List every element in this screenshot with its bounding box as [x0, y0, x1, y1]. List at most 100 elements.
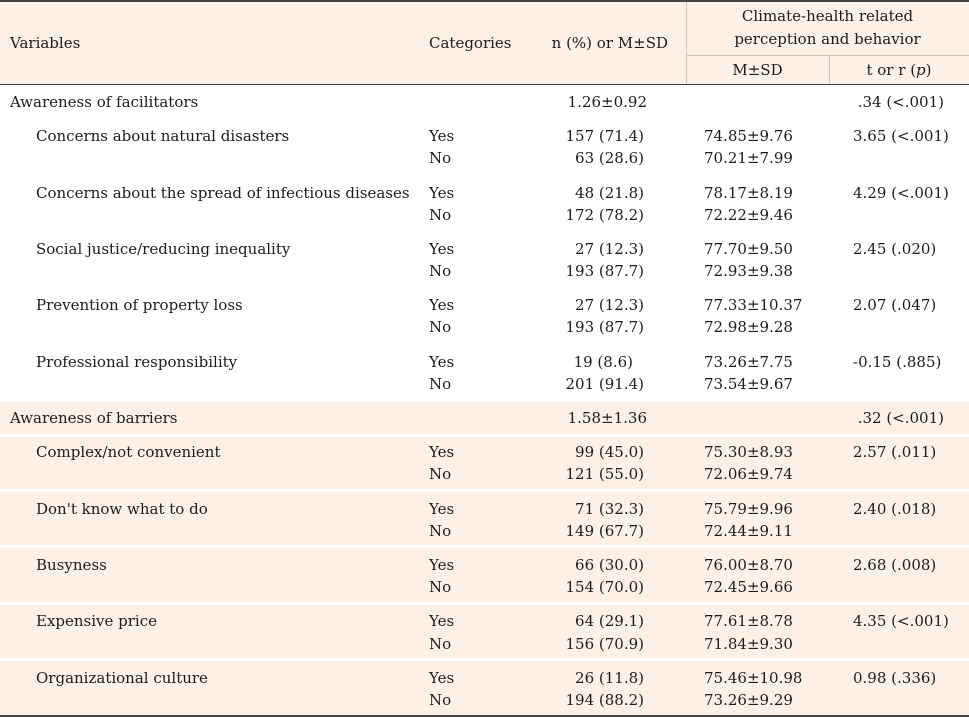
item-test: 2.68 (.008) [853, 556, 937, 574]
header-group-line1: Climate-health related [741, 7, 914, 25]
item-cat-yes: Yes [429, 127, 455, 145]
header-band [0, 2, 969, 84]
item-cat-no: No [429, 375, 452, 393]
barriers-test: .32 (<.001) [857, 409, 944, 427]
item-m-yes: 74.85±9.76 [704, 127, 793, 145]
item-m-no: 72.06±9.74 [704, 465, 793, 483]
item-m-no: 72.45±9.66 [704, 578, 793, 596]
facilitators-test: .34 (<.001) [857, 93, 944, 111]
item-m-no: 72.93±9.38 [704, 262, 793, 280]
item-m-yes: 77.70±9.50 [704, 240, 793, 258]
item-m-no: 73.54±9.67 [704, 375, 793, 393]
header-msd: M±SD [732, 61, 783, 79]
item-cat-yes: Yes [429, 184, 455, 202]
item-cat-no: No [429, 318, 452, 336]
item-name: Don't know what to do [36, 500, 208, 518]
item-cat-no: No [429, 262, 452, 280]
item-cat-yes: Yes [429, 353, 455, 371]
item-n-yes: 157 (71.4) [565, 127, 644, 145]
item-cat-yes: Yes [429, 669, 455, 687]
item-m-yes: 73.26±7.75 [704, 353, 793, 371]
item-m-no: 72.98±9.28 [704, 318, 793, 336]
barriers-n: 1.58±1.36 [567, 409, 647, 427]
item-m-yes: 75.46±10.98 [704, 669, 803, 687]
item-m-yes: 77.61±8.78 [704, 612, 793, 630]
item-n-no: 154 (70.0) [565, 578, 644, 596]
bottom-rule [0, 715, 969, 717]
item-test: 2.57 (.011) [853, 443, 937, 461]
barrier-gap-4 [0, 602, 969, 605]
group-underline [686, 55, 969, 56]
item-m-no: 71.84±9.30 [704, 635, 793, 653]
item-n-no: 156 (70.9) [565, 635, 644, 653]
header-categories: Categories [429, 34, 512, 52]
barrier-gap-2 [0, 489, 969, 492]
item-cat-yes: Yes [429, 240, 455, 258]
item-m-yes: 76.00±8.70 [704, 556, 793, 574]
item-name: Concerns about the spread of infectious … [36, 184, 410, 202]
item-name: Social justice/reducing inequality [36, 240, 291, 258]
item-n-no: 121 (55.0) [565, 465, 644, 483]
barrier-gap-5 [0, 658, 969, 661]
barriers-label: Awareness of barriers [10, 409, 178, 427]
header-rule [0, 84, 969, 85]
item-cat-yes: Yes [429, 296, 455, 314]
item-n-no: 63 (28.6) [575, 149, 644, 167]
item-n-no: 193 (87.7) [565, 318, 644, 336]
item-cat-yes: Yes [429, 612, 455, 630]
item-cat-no: No [429, 635, 452, 653]
item-m-yes: 78.17±8.19 [704, 184, 793, 202]
item-cat-no: No [429, 206, 452, 224]
item-cat-no: No [429, 522, 452, 540]
item-name: Concerns about natural disasters [36, 127, 290, 145]
item-n-yes: 71 (32.3) [575, 500, 644, 518]
item-n-yes: 27 (12.3) [575, 240, 644, 258]
item-cat-no: No [429, 578, 452, 596]
item-cat-no: No [429, 149, 452, 167]
barrier-gap-1 [0, 434, 969, 437]
item-name: Expensive price [36, 612, 158, 630]
item-test: 4.29 (<.001) [853, 184, 949, 202]
item-n-yes: 19 (8.6) [573, 353, 633, 371]
header-variables: Variables [10, 34, 81, 52]
item-n-yes: 64 (29.1) [575, 612, 644, 630]
item-n-no: 193 (87.7) [565, 262, 644, 280]
item-test: 2.40 (.018) [853, 500, 937, 518]
item-test: 3.65 (<.001) [853, 127, 949, 145]
item-n-no: 149 (67.7) [565, 522, 644, 540]
item-m-no: 72.44±9.11 [704, 522, 793, 540]
item-cat-yes: Yes [429, 443, 455, 461]
header-divider-2 [829, 56, 830, 84]
item-name: Organizational culture [36, 669, 208, 687]
item-name: Busyness [36, 556, 107, 574]
item-name: Complex/not convenient [36, 443, 221, 461]
header-test: t or r (p) [866, 61, 932, 79]
item-m-no: 70.21±7.99 [704, 149, 793, 167]
top-rule [0, 0, 969, 2]
item-m-yes: 77.33±10.37 [704, 296, 803, 314]
item-name: Professional responsibility [36, 353, 238, 371]
header-n-pct: n (%) or M±SD [551, 34, 668, 52]
item-n-no: 172 (78.2) [565, 206, 644, 224]
item-n-yes: 26 (11.8) [575, 669, 644, 687]
item-m-yes: 75.79±9.96 [704, 500, 793, 518]
item-n-yes: 27 (12.3) [575, 296, 644, 314]
item-name: Prevention of property loss [36, 296, 243, 314]
item-test: 4.35 (<.001) [853, 612, 949, 630]
item-cat-yes: Yes [429, 500, 455, 518]
item-cat-no: No [429, 465, 452, 483]
facilitators-n: 1.26±0.92 [567, 93, 647, 111]
item-test: 2.45 (.020) [853, 240, 937, 258]
barrier-band [0, 402, 969, 715]
item-cat-yes: Yes [429, 556, 455, 574]
barrier-gap-3 [0, 545, 969, 548]
facilitators-label: Awareness of facilitators [10, 93, 199, 111]
header-group-line2: perception and behavior [734, 30, 921, 48]
item-m-no: 73.26±9.29 [704, 691, 793, 709]
item-n-yes: 48 (21.8) [575, 184, 644, 202]
item-m-yes: 75.30±8.93 [704, 443, 793, 461]
item-n-no: 194 (88.2) [565, 691, 644, 709]
item-test: 2.07 (.047) [853, 296, 937, 314]
item-n-yes: 99 (45.0) [575, 443, 644, 461]
